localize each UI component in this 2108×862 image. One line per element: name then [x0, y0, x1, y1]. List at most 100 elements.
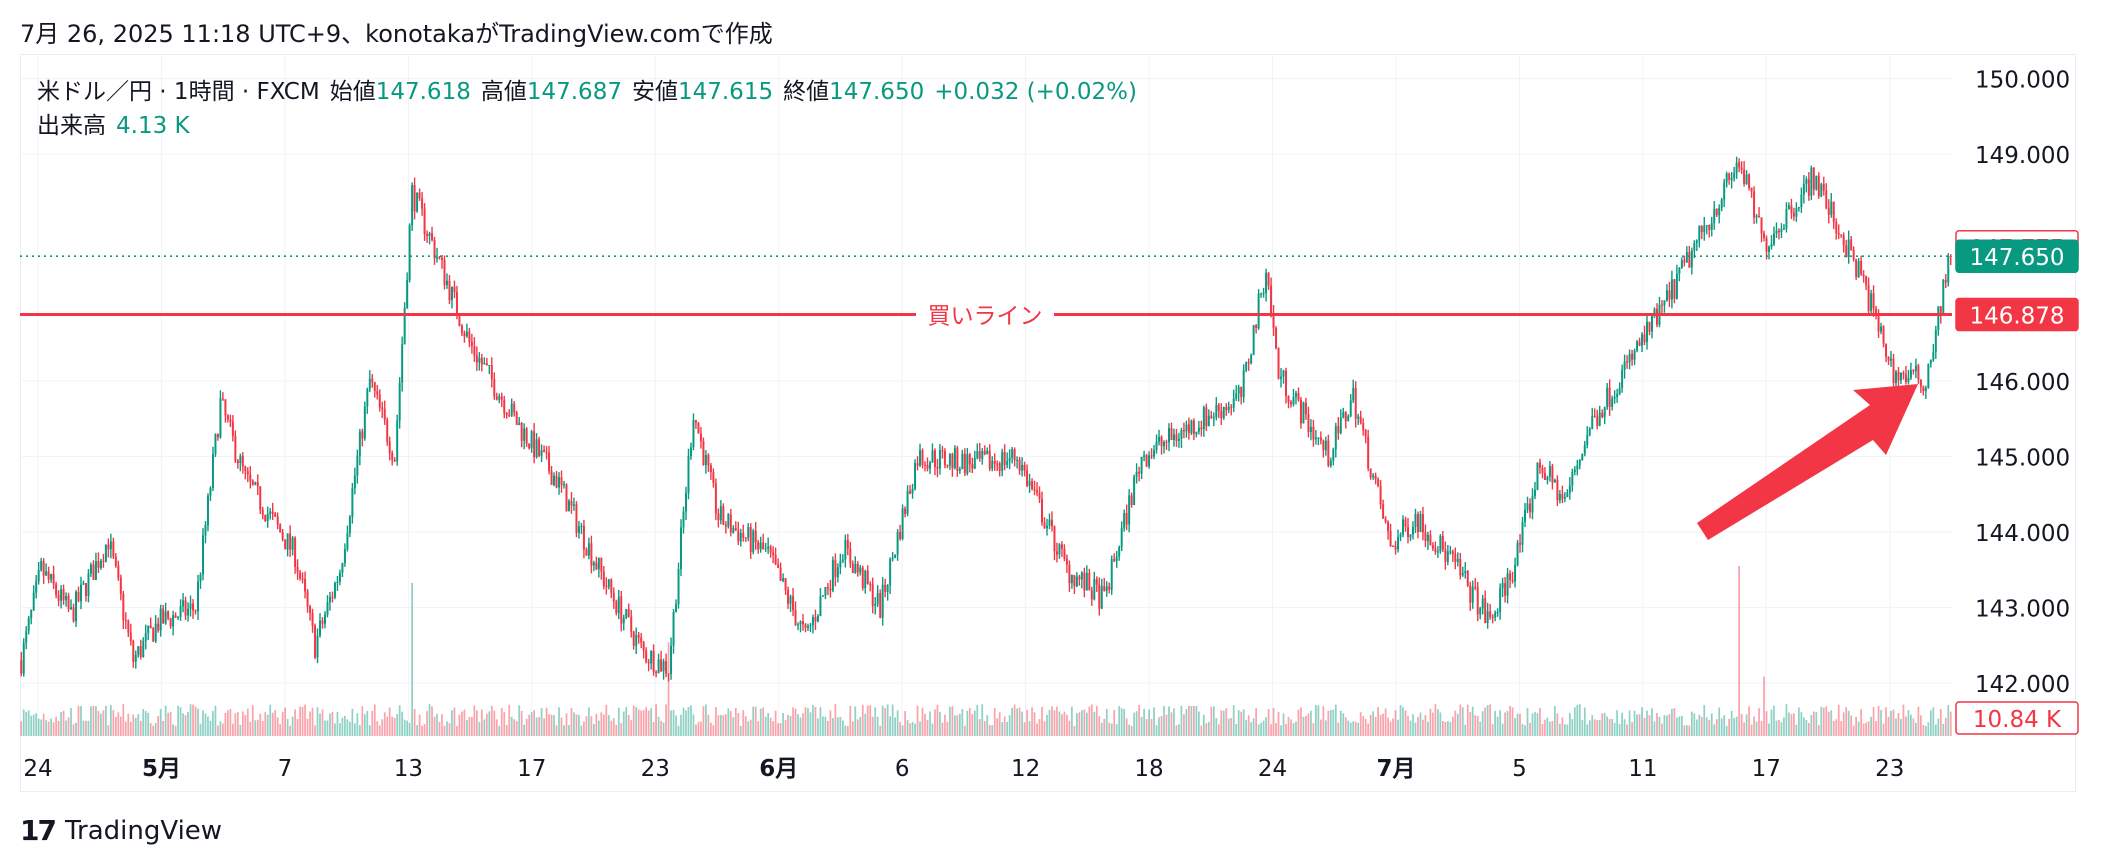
volume-bar	[503, 712, 506, 736]
candle-body	[1929, 360, 1932, 364]
volume-bar	[1800, 712, 1803, 736]
open-value: 147.618	[375, 79, 471, 105]
volume-bar	[508, 704, 511, 736]
candle-body	[1588, 428, 1591, 435]
volume-bar	[144, 711, 147, 736]
volume-bar	[378, 725, 381, 736]
volume-label[interactable]: 出来高	[37, 113, 106, 139]
volume-bar	[27, 710, 30, 736]
volume-bar	[632, 705, 635, 736]
candle-body	[1324, 440, 1327, 451]
volume-bar	[119, 716, 122, 736]
candle-body	[1872, 293, 1875, 309]
volume-bar	[1168, 706, 1170, 736]
candle-body	[1307, 414, 1310, 433]
candle-body	[1424, 532, 1427, 541]
candle-body	[149, 625, 152, 629]
candle-body	[102, 560, 105, 562]
candle-body	[1837, 233, 1840, 235]
volume-bar	[717, 715, 720, 736]
candle-body	[727, 514, 730, 527]
candle-body	[1384, 518, 1387, 522]
volume-bar	[1446, 721, 1449, 736]
candle-body	[667, 673, 670, 675]
candle-body	[966, 454, 969, 474]
candle-body	[1628, 353, 1631, 363]
candle-body	[948, 454, 951, 466]
volume-bar	[1753, 716, 1755, 736]
volume-bar	[388, 707, 391, 736]
candle-body	[84, 583, 87, 597]
candle-body	[699, 433, 702, 442]
volume-bar	[804, 707, 807, 736]
volume-bar	[667, 642, 670, 736]
candle-body	[254, 482, 257, 485]
volume-bar	[1402, 707, 1404, 736]
volume-bar	[393, 717, 396, 736]
candle-body	[1484, 598, 1487, 623]
volume-bar	[428, 704, 431, 736]
tradingview-brand[interactable]: TradingView	[64, 815, 223, 846]
candle-body	[1934, 330, 1937, 352]
volume-bar	[1382, 713, 1384, 736]
volume-bar	[1080, 710, 1083, 736]
volume-bar	[1554, 706, 1556, 736]
volume-bar	[92, 705, 95, 736]
candle-body	[1260, 293, 1263, 295]
candle-body	[650, 651, 653, 664]
volume-value: 4.13 K	[116, 113, 190, 139]
volume-bar	[408, 722, 411, 736]
volume-bar	[1056, 706, 1058, 736]
volume-bar	[871, 716, 874, 736]
candle-body	[1180, 430, 1183, 439]
candle-body	[846, 539, 849, 549]
candle-body	[821, 595, 824, 597]
volume-bar	[1088, 706, 1091, 736]
candle-body	[1942, 279, 1945, 316]
candle-body	[739, 532, 742, 542]
price-chart[interactable]: 買いライン 150.000149.000146.000145.000144.00…	[0, 0, 2108, 800]
volume-bar	[570, 707, 573, 736]
volume-bar	[1078, 712, 1081, 736]
volume-bar	[1484, 707, 1487, 736]
y-tick-label: 143.000	[1975, 597, 2070, 623]
volume-bar	[1255, 708, 1258, 736]
volume-bar	[1006, 721, 1009, 736]
candle-body	[1011, 449, 1014, 458]
volume-bar	[891, 704, 894, 736]
volume-bar	[1280, 725, 1282, 736]
candle-body	[1058, 544, 1061, 555]
tradingview-logo-icon[interactable]: 17	[20, 814, 57, 847]
volume-bar	[983, 721, 986, 736]
volume-bar	[1566, 724, 1569, 736]
candle-body	[378, 394, 381, 408]
volume-bar	[1133, 712, 1136, 736]
candle-body	[249, 474, 252, 481]
candle-body	[1242, 370, 1245, 398]
volume-bar	[548, 714, 550, 736]
volume-bar	[25, 712, 28, 736]
volume-bar	[346, 719, 349, 736]
candle-body	[533, 431, 536, 458]
candle-body	[1680, 260, 1683, 268]
candle-body	[520, 422, 523, 441]
volume-bar	[1551, 720, 1554, 736]
candle-body	[284, 539, 287, 550]
volume-bar	[1003, 716, 1006, 736]
candle-body	[1501, 583, 1504, 589]
candle-body	[799, 621, 802, 625]
candle-body	[271, 511, 274, 514]
candle-body	[1865, 276, 1868, 286]
volume-bar	[1307, 713, 1310, 736]
volume-bar	[249, 721, 252, 736]
candle-body	[60, 589, 63, 601]
volume-bar	[1559, 723, 1561, 736]
candle-body	[742, 532, 745, 538]
volume-bar	[314, 725, 316, 736]
volume-bar	[747, 721, 750, 736]
volume-bar	[174, 725, 177, 736]
candle-body	[45, 571, 48, 576]
candle-body	[809, 625, 812, 627]
symbol-label[interactable]: 米ドル／円 · 1時間 · FXCM	[37, 79, 320, 105]
candle-body	[1382, 504, 1385, 519]
